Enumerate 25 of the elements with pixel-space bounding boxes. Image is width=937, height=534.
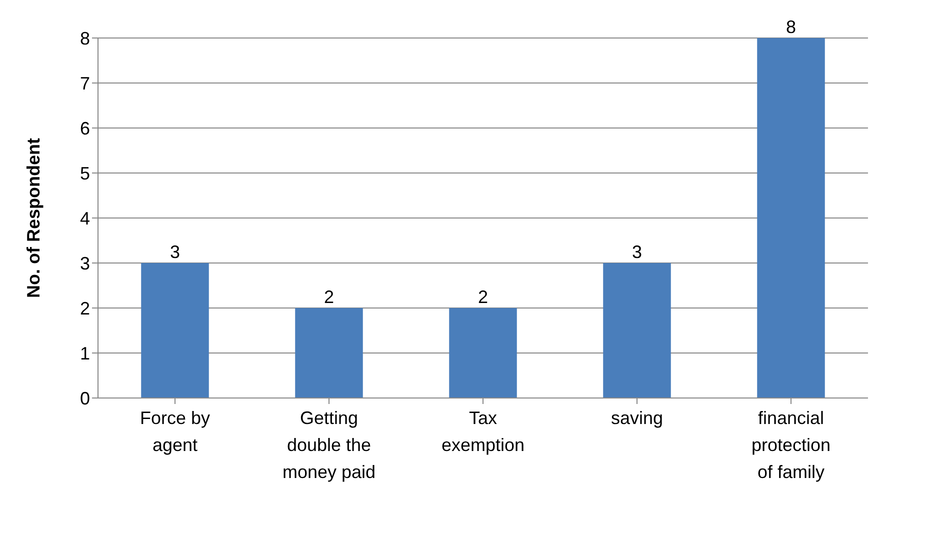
x-tick-label: Getting double the money paid — [282, 408, 376, 482]
data-label: 2 — [324, 287, 334, 307]
bar — [449, 308, 517, 398]
data-label: 2 — [478, 287, 488, 307]
bar — [757, 38, 825, 398]
y-tick-label: 7 — [80, 73, 90, 94]
x-tick-label: saving — [610, 408, 664, 428]
x-tick-label: Tax exemption — [441, 408, 525, 455]
data-label: 3 — [170, 242, 180, 262]
bar — [141, 263, 209, 398]
bar — [603, 263, 671, 398]
y-tick-label: 6 — [80, 118, 90, 138]
y-tick-label: 0 — [80, 388, 90, 408]
y-tick-label: 3 — [80, 253, 90, 274]
y-tick-label: 5 — [80, 163, 90, 184]
y-axis-title: No. of Respondent — [23, 138, 44, 298]
data-label: 8 — [786, 17, 796, 37]
x-tick-label: financial protection of family — [751, 408, 831, 482]
bar — [295, 308, 363, 398]
y-tick-label: 8 — [80, 28, 90, 48]
y-tick-label: 1 — [80, 343, 90, 364]
x-tick-label: Force by agent — [140, 408, 210, 455]
y-tick-label: 4 — [80, 208, 90, 228]
data-label: 3 — [632, 242, 642, 262]
y-tick-label: 2 — [80, 298, 90, 318]
